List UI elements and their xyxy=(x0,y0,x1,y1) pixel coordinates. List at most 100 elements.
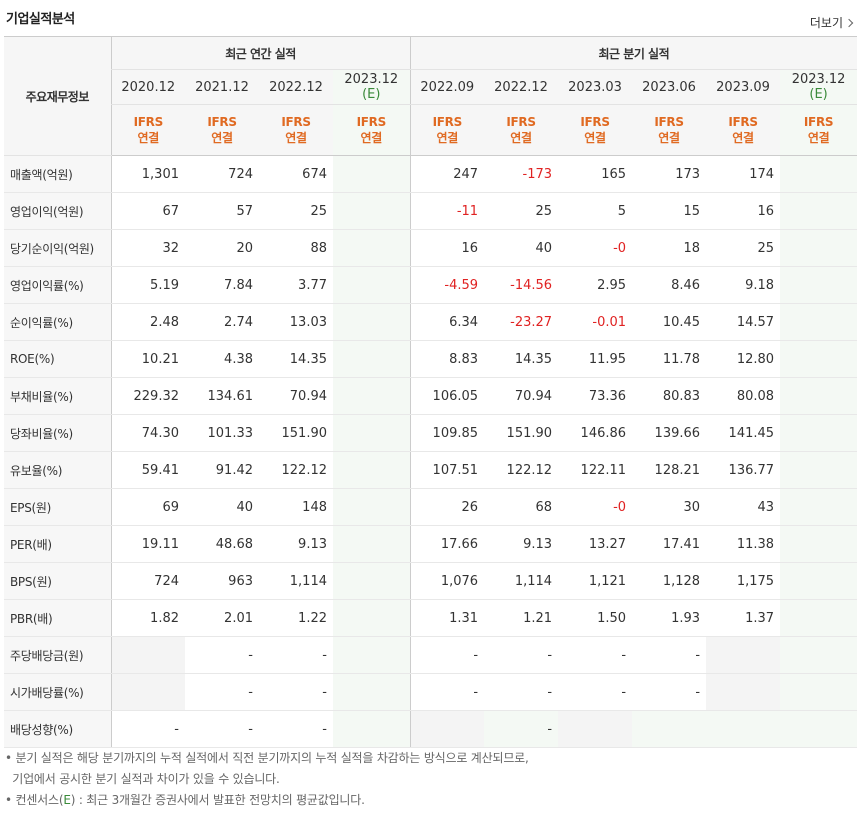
footnotes: • 분기 실적은 해당 분기까지의 누적 실적에서 직전 분기까지의 누적 실적… xyxy=(5,748,529,811)
period-header: 2023.09 xyxy=(706,69,781,105)
row-label: BPS(원) xyxy=(4,562,111,600)
period-header: 2023.06 xyxy=(632,69,707,105)
estimate-cell xyxy=(333,340,411,378)
more-link-label: 더보기 xyxy=(809,16,843,30)
value-cell: 107.51 xyxy=(409,451,485,489)
value-cell: 67 xyxy=(110,192,185,230)
value-cell xyxy=(706,710,781,748)
value-cell: 141.45 xyxy=(706,414,781,452)
value-cell: 7.84 xyxy=(185,266,259,304)
value-cell: 1,114 xyxy=(259,562,333,600)
value-cell: - xyxy=(632,636,707,674)
period-header: 2020.12 xyxy=(110,69,185,105)
estimate-cell xyxy=(333,377,411,415)
estimate-cell xyxy=(780,192,858,230)
value-cell: 1.37 xyxy=(706,599,781,637)
value-cell: 8.46 xyxy=(632,266,707,304)
value-cell: 134.61 xyxy=(185,377,259,415)
value-cell: 13.03 xyxy=(259,303,333,341)
row-label: 당좌비율(%) xyxy=(4,414,111,452)
value-cell: 10.21 xyxy=(110,340,185,378)
row-label: 부채비율(%) xyxy=(4,377,111,415)
estimate-cell xyxy=(333,599,411,637)
value-cell: 963 xyxy=(185,562,259,600)
value-cell: 14.57 xyxy=(706,303,781,341)
ifrs-badge: IFRS 연결 xyxy=(185,104,259,156)
value-cell: 122.11 xyxy=(558,451,633,489)
value-cell: 174 xyxy=(706,155,781,193)
table-row: 시가배당률(%) - - - - - - xyxy=(4,673,858,711)
value-cell: 5.19 xyxy=(110,266,185,304)
more-link[interactable]: 더보기 xyxy=(809,14,854,31)
value-cell: - xyxy=(558,673,633,711)
value-cell: 17.66 xyxy=(409,525,485,563)
value-cell: 18 xyxy=(632,229,707,267)
value-cell: 1.21 xyxy=(484,599,559,637)
value-cell xyxy=(706,636,781,674)
value-cell: 6.34 xyxy=(409,303,485,341)
estimate-cell xyxy=(333,155,411,193)
estimate-cell xyxy=(780,414,858,452)
estimate-cell xyxy=(780,673,858,711)
financial-table: 주요재무정보 최근 연간 실적 최근 분기 실적 2020.12 2021.12… xyxy=(4,36,858,748)
value-cell: 1,076 xyxy=(409,562,485,600)
value-cell: 247 xyxy=(409,155,485,193)
value-cell: - xyxy=(484,710,559,748)
estimate-cell xyxy=(780,377,858,415)
footnote: • 컨센서스(E) : 최근 3개월간 증권사에서 발표한 전망치의 평균값입니… xyxy=(5,793,365,807)
value-cell: 68 xyxy=(484,488,559,526)
value-cell: - xyxy=(185,636,259,674)
estimate-cell xyxy=(333,562,411,600)
row-label: 영업이익률(%) xyxy=(4,266,111,304)
value-cell: 40 xyxy=(185,488,259,526)
row-label: 유보율(%) xyxy=(4,451,111,489)
value-cell: 1,121 xyxy=(558,562,633,600)
estimate-cell xyxy=(333,451,411,489)
value-cell: -11 xyxy=(409,192,485,230)
value-cell: 136.77 xyxy=(706,451,781,489)
value-cell: 26 xyxy=(409,488,485,526)
value-cell: - xyxy=(185,710,259,748)
value-cell: 122.12 xyxy=(259,451,333,489)
value-cell: 1,175 xyxy=(706,562,781,600)
table-row: 매출액(억원) 1,301 724 674 247 -173 165 173 174 xyxy=(4,155,858,193)
value-cell: 11.78 xyxy=(632,340,707,378)
annual-group-header: 최근 연간 실적 xyxy=(110,36,411,70)
estimate-cell xyxy=(780,525,858,563)
period-header: 2021.12 xyxy=(185,69,259,105)
value-cell: - xyxy=(185,673,259,711)
value-cell: 2.95 xyxy=(558,266,633,304)
table-row: 영업이익(억원) 67 57 25 -11 25 5 15 16 xyxy=(4,192,858,230)
ifrs-badge: IFRS 연결 xyxy=(632,104,707,156)
ifrs-badge: IFRS 연결 xyxy=(484,104,559,156)
estimate-cell xyxy=(333,229,411,267)
value-cell: 9.13 xyxy=(484,525,559,563)
value-cell: - xyxy=(409,673,485,711)
period-header: 2023.03 xyxy=(558,69,633,105)
estimate-cell xyxy=(333,636,411,674)
table-row: PBR(배) 1.82 2.01 1.22 1.31 1.21 1.50 1.93 1.37 xyxy=(4,599,858,637)
row-label: 순이익률(%) xyxy=(4,303,111,341)
row-label: 매출액(억원) xyxy=(4,155,111,193)
estimate-cell xyxy=(780,599,858,637)
value-cell: -0.01 xyxy=(558,303,633,341)
value-cell: 11.38 xyxy=(706,525,781,563)
value-cell xyxy=(558,710,633,748)
value-cell: 74.30 xyxy=(110,414,185,452)
table-row: 부채비율(%) 229.32 134.61 70.94 106.05 70.94 73.36… xyxy=(4,377,858,415)
value-cell: - xyxy=(259,636,333,674)
estimate-cell xyxy=(780,340,858,378)
estimate-cell xyxy=(780,451,858,489)
value-cell: 1,114 xyxy=(484,562,559,600)
section-title: 기업실적분석 xyxy=(6,12,75,27)
table-row: 유보율(%) 59.41 91.42 122.12 107.51 122.12 122.11… xyxy=(4,451,858,489)
value-cell: 146.86 xyxy=(558,414,633,452)
value-cell: 48.68 xyxy=(185,525,259,563)
value-cell xyxy=(706,673,781,711)
value-cell: - xyxy=(632,673,707,711)
value-cell: 1.31 xyxy=(409,599,485,637)
value-cell: - xyxy=(558,636,633,674)
value-cell: 724 xyxy=(110,562,185,600)
value-cell: - xyxy=(409,636,485,674)
estimate-cell xyxy=(780,488,858,526)
